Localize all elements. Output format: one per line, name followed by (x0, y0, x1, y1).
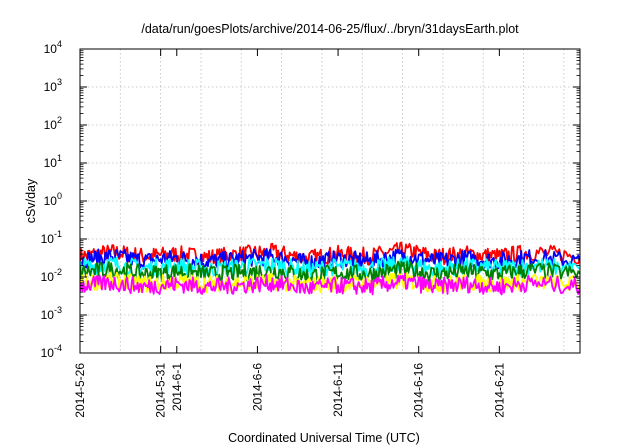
y-tick-label: 104 (44, 39, 62, 56)
x-tick-label: 2014-5-26 (73, 363, 87, 418)
y-tick-label: 100 (44, 191, 62, 208)
y-tick-label: 10-3 (41, 305, 62, 322)
x-axis-label: Coordinated Universal Time (UTC) (228, 431, 420, 445)
x-tick-label: 2014-6-11 (331, 363, 345, 417)
y-tick-label: 10-2 (41, 267, 62, 284)
series-line (80, 260, 580, 284)
x-tick-label: 2014-6-21 (492, 363, 506, 418)
y-tick-label: 102 (44, 115, 62, 132)
x-tick-label: 2014-6-16 (412, 363, 426, 418)
y-tick-label: 103 (44, 77, 62, 94)
x-tick-label: 2014-6-1 (170, 363, 184, 411)
x-tick-label: 2014-6-6 (250, 363, 264, 411)
series-group (80, 241, 580, 296)
y-tick-label: 10-4 (41, 343, 62, 360)
y-tick-label: 101 (44, 153, 62, 170)
x-tick-labels: 2014-5-26 2014-5-31 2014-6-1 2014-6-6 2014-6… (73, 363, 506, 418)
grid (80, 49, 580, 353)
y-tick-labels: 10-4 10-3 10-2 10-1 100 101 102 103 104 (41, 39, 62, 360)
x-tick-label: 2014-5-31 (154, 363, 168, 418)
ticks (79, 48, 580, 354)
chart-title: /data/run/goesPlots/archive/2014-06-25/f… (141, 22, 519, 36)
series-line (80, 272, 580, 296)
y-tick-label: 10-1 (41, 229, 62, 246)
series-layer (80, 241, 580, 296)
y-axis-label: cSv/day (24, 178, 38, 223)
series-line (80, 248, 580, 271)
